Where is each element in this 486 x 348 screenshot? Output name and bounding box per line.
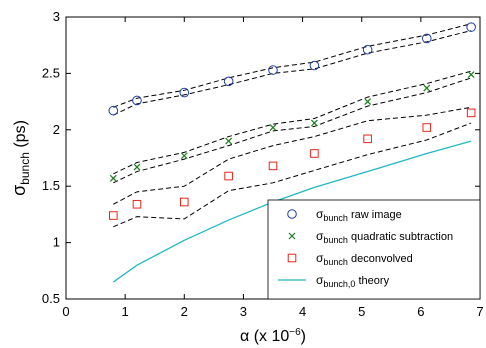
y-tick-label: 0.5 <box>42 291 60 306</box>
x-tick-label: 5 <box>358 304 365 319</box>
y-tick-label: 3 <box>53 9 60 24</box>
legend-raw-image-marker <box>287 209 297 219</box>
y-tick-label: 2.5 <box>42 65 60 80</box>
raw-image-point <box>466 22 476 32</box>
y-axis-ticks: 0.5 1 1.5 2 2.5 3 <box>42 9 480 306</box>
raw-image-band-upper <box>113 23 472 108</box>
x-tick-label: 7 <box>476 304 483 319</box>
quadratic-subtraction-point <box>423 84 431 92</box>
quadratic-subtraction-point <box>133 163 141 171</box>
deconvolved-band-upper <box>113 106 472 205</box>
raw-image-band-lower <box>113 30 472 116</box>
raw-image-point <box>268 65 278 75</box>
x-tick-label: 4 <box>299 304 306 319</box>
legend: σbunch raw image σbunch quadratic subtrac… <box>267 199 481 300</box>
x-tick-label: 1 <box>122 304 129 319</box>
deconvolved-point <box>224 171 233 181</box>
deconvolved-point <box>109 211 118 220</box>
x-tick-label: 0 <box>62 304 69 319</box>
legend-raw-image-label: σbunch raw image <box>316 207 402 223</box>
raw-image-point <box>309 60 320 71</box>
legend-deconvolved-label: σbunch deconvolved <box>316 251 413 267</box>
raw-image-point <box>421 33 432 44</box>
deconvolved-point <box>310 149 319 158</box>
quadratic-subtraction-band-lower <box>113 77 472 184</box>
quadratic-subtraction-point <box>180 152 188 160</box>
quadratic-subtraction-point <box>269 124 277 131</box>
raw-image-point <box>179 87 190 98</box>
quadratic-subtraction-point <box>310 119 318 127</box>
y-tick-label: 1.5 <box>42 178 60 193</box>
confidence-bands <box>113 23 472 228</box>
raw-image-point <box>223 76 234 87</box>
deconvolved-point <box>179 197 189 207</box>
legend-quadratic-subtraction-marker <box>288 232 296 240</box>
quadratic-subtraction-point <box>364 98 372 106</box>
y-axis-label: σbunch (ps) <box>9 120 32 196</box>
quadratic-subtraction-band-upper <box>113 70 472 175</box>
raw-image-point <box>362 44 373 55</box>
legend-deconvolved-marker <box>287 253 297 263</box>
raw-image-point <box>132 95 142 106</box>
legend-quadratic-subtraction-label: σbunch quadratic subtraction <box>316 229 453 245</box>
deconvolved-point <box>363 134 372 144</box>
deconvolved-point <box>466 108 476 118</box>
quadratic-subtraction-point <box>225 137 233 145</box>
x-tick-label: 2 <box>181 304 188 319</box>
quadratic-subtraction-point <box>467 71 475 78</box>
x-tick-label: 3 <box>240 304 247 319</box>
x-tick-label: 6 <box>417 304 424 319</box>
deconvolved-point <box>268 161 278 171</box>
legend-theory-label: σbunch,0 theory <box>316 273 390 289</box>
deconvolved-point <box>132 199 142 209</box>
raw-image-point <box>108 105 119 116</box>
quadratic-subtraction-point <box>109 174 117 182</box>
data-markers <box>108 22 476 220</box>
legend-box <box>267 199 481 300</box>
y-tick-label: 1 <box>53 235 60 250</box>
y-tick-label: 2 <box>53 122 60 137</box>
x-axis-label: α (x 10−6) <box>240 327 306 345</box>
deconvolved-point <box>422 123 432 132</box>
deconvolved-band-lower <box>113 122 472 228</box>
